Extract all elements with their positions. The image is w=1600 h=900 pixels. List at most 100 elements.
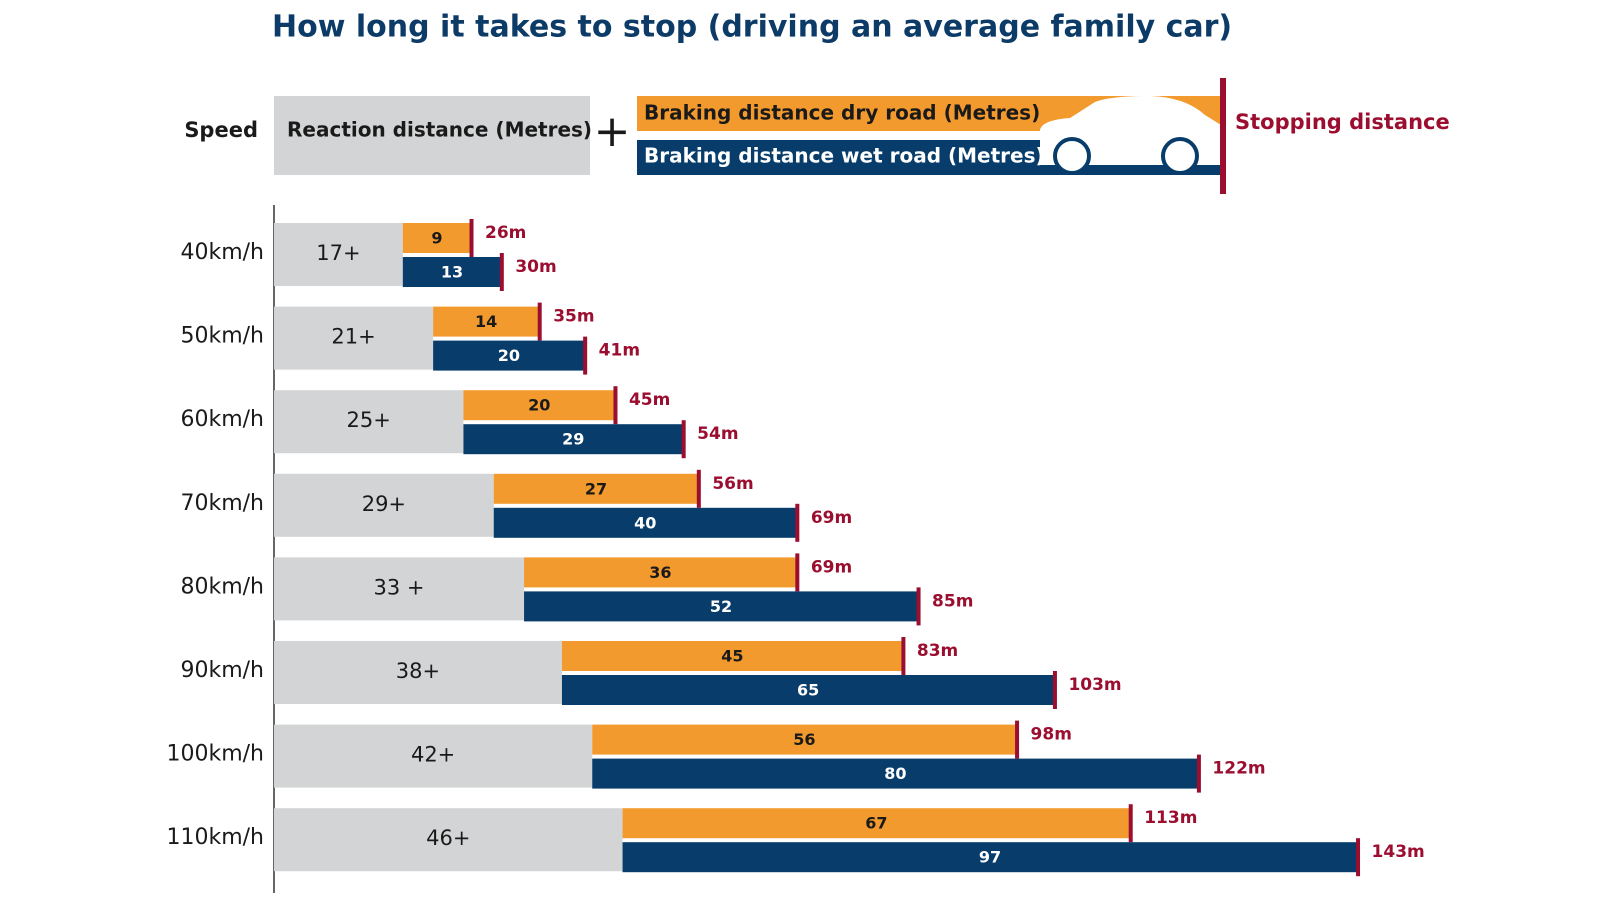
segment-label: 40 [634, 513, 656, 532]
braking-bar [402, 257, 502, 287]
stopping-marker [583, 336, 588, 375]
segment-label: 80 [884, 764, 906, 783]
reaction-label: 21+ [331, 325, 375, 349]
stopping-label: 113m [1144, 808, 1197, 828]
stopping-marker [681, 420, 686, 459]
legend-swatch [274, 96, 590, 175]
stopping-marker [1196, 754, 1201, 793]
stopping-marker [469, 219, 474, 257]
car-wheel [1161, 137, 1199, 175]
car-wheel [1053, 137, 1091, 175]
segment-label: 67 [865, 814, 887, 833]
reaction-label: 33 + [374, 575, 425, 599]
chart-title: How long it takes to stop (driving an av… [272, 10, 1232, 45]
plus-sign: + [594, 106, 631, 157]
reaction-bar [274, 641, 562, 704]
y-tick-label: 110km/h [166, 825, 264, 850]
reaction-label: 29+ [362, 492, 406, 516]
legend-swatch [1220, 78, 1226, 194]
braking-bar [592, 758, 1199, 789]
stopping-label: 69m [811, 557, 852, 577]
braking-bar [524, 591, 919, 622]
y-tick-label: 40km/h [180, 240, 264, 265]
segment-label: 20 [498, 346, 520, 365]
legend-label: Braking distance dry road (Metres) [644, 101, 1040, 125]
reaction-bar [274, 306, 434, 370]
stopping-marker [1052, 671, 1057, 709]
braking-bar [622, 842, 1358, 873]
y-tick-label: 60km/h [180, 407, 264, 432]
stopping-marker [537, 302, 542, 341]
y-tick-label: 50km/h [180, 324, 264, 349]
reaction-bar [274, 473, 494, 537]
braking-bar [524, 557, 797, 588]
braking-bar [622, 808, 1131, 839]
legend-label: Braking distance wet road (Metres) [644, 144, 1045, 168]
stopping-label: 83m [917, 641, 958, 661]
segment-label: 20 [528, 396, 550, 415]
segment-label: 29 [562, 430, 584, 449]
segment-label: 97 [979, 848, 1001, 867]
stopping-marker [901, 637, 906, 675]
braking-bar [493, 507, 797, 538]
segment-label: 27 [585, 479, 607, 498]
stopping-marker [916, 587, 921, 626]
y-tick-label: 90km/h [180, 658, 264, 683]
category-header: Speed [184, 118, 258, 142]
segment-label: 65 [797, 681, 819, 700]
segment-label: 9 [431, 229, 442, 248]
segment-label: 52 [710, 597, 732, 616]
stopping-label: 56m [712, 474, 753, 494]
braking-bar [493, 473, 699, 504]
segment-label: 14 [475, 312, 497, 331]
stopping-marker [499, 253, 504, 291]
reaction-bar [274, 223, 403, 286]
stopping-marker [1128, 804, 1133, 843]
stopping-label: 98m [1031, 725, 1072, 745]
legend-label: Reaction distance (Metres) [287, 118, 592, 142]
y-tick-label: 80km/h [180, 574, 264, 599]
stopping-marker [613, 386, 618, 425]
reaction-label: 42+ [411, 743, 455, 767]
reaction-bar [274, 724, 593, 788]
stopping-label: 69m [811, 508, 852, 528]
stopping-label: 103m [1068, 675, 1121, 695]
braking-bar [561, 641, 903, 671]
braking-bar [561, 675, 1055, 705]
braking-bar [433, 306, 540, 337]
reaction-bar [274, 808, 623, 872]
stopping-label: 41m [599, 341, 640, 361]
reaction-bar [274, 557, 525, 621]
stopping-marker [696, 469, 701, 508]
stopping-marker [795, 503, 800, 542]
stopping-marker [1015, 720, 1020, 759]
stopping-label: 143m [1372, 842, 1425, 862]
segment-label: 36 [649, 563, 671, 582]
stopping-label: 122m [1212, 759, 1265, 779]
braking-bar [463, 424, 684, 455]
y-tick-label: 100km/h [166, 742, 264, 767]
reaction-label: 17+ [316, 241, 360, 265]
y-tick-label: 70km/h [180, 491, 264, 516]
stopping-label: 54m [697, 424, 738, 444]
braking-bar [463, 390, 615, 421]
legend-label: Stopping distance [1235, 110, 1450, 134]
reaction-label: 38+ [396, 659, 440, 683]
segment-label: 56 [793, 730, 815, 749]
segment-label: 13 [441, 263, 463, 282]
braking-bar [592, 724, 1017, 755]
braking-bar [433, 340, 585, 371]
reaction-bar [274, 390, 464, 454]
stopping-label: 35m [553, 307, 594, 327]
stopping-label: 30m [515, 257, 556, 277]
stopping-label: 45m [629, 390, 670, 410]
braking-bar [402, 223, 472, 253]
stopping-label: 85m [932, 591, 973, 611]
segment-label: 45 [721, 647, 743, 666]
stopping-marker [1356, 838, 1361, 877]
stopping-label: 26m [485, 223, 526, 243]
stopping-marker [795, 553, 800, 592]
reaction-label: 46+ [426, 826, 470, 850]
reaction-label: 25+ [347, 408, 391, 432]
